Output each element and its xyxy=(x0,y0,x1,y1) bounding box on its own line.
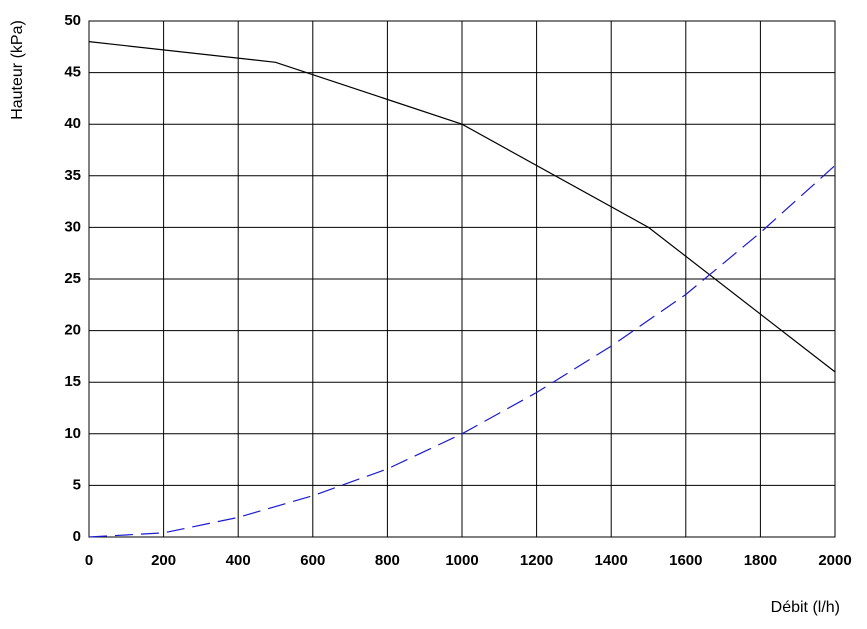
x-tick-label: 1000 xyxy=(445,552,478,569)
y-tick-label: 45 xyxy=(64,64,81,81)
y-tick-label: 50 xyxy=(64,12,81,29)
y-tick-label: 0 xyxy=(73,528,81,545)
y-tick-label: 25 xyxy=(64,270,81,287)
x-tick-label: 0 xyxy=(85,552,93,569)
y-tick-label: 15 xyxy=(64,373,81,390)
x-tick-label: 1200 xyxy=(520,552,553,569)
x-tick-label: 400 xyxy=(226,552,251,569)
x-tick-label: 600 xyxy=(300,552,325,569)
series-line xyxy=(88,165,836,538)
x-tick-label: 200 xyxy=(151,552,176,569)
x-tick-label: 1400 xyxy=(595,552,628,569)
y-tick-label: 10 xyxy=(64,425,81,442)
plot-border xyxy=(88,20,836,538)
y-tick-label: 35 xyxy=(64,167,81,184)
y-tick-label: 40 xyxy=(64,115,81,132)
x-tick-label: 1800 xyxy=(744,552,777,569)
y-tick-label: 30 xyxy=(64,218,81,235)
y-axis-label: Hauteur (kPa) xyxy=(9,20,26,120)
y-tick-label: 5 xyxy=(73,476,81,493)
x-tick-label: 1600 xyxy=(669,552,702,569)
x-axis-label: Débit (l/h) xyxy=(771,599,840,616)
x-tick-label: 2000 xyxy=(818,552,851,569)
series-line xyxy=(88,41,836,373)
y-tick-label: 20 xyxy=(64,322,81,339)
x-tick-label: 800 xyxy=(375,552,400,569)
